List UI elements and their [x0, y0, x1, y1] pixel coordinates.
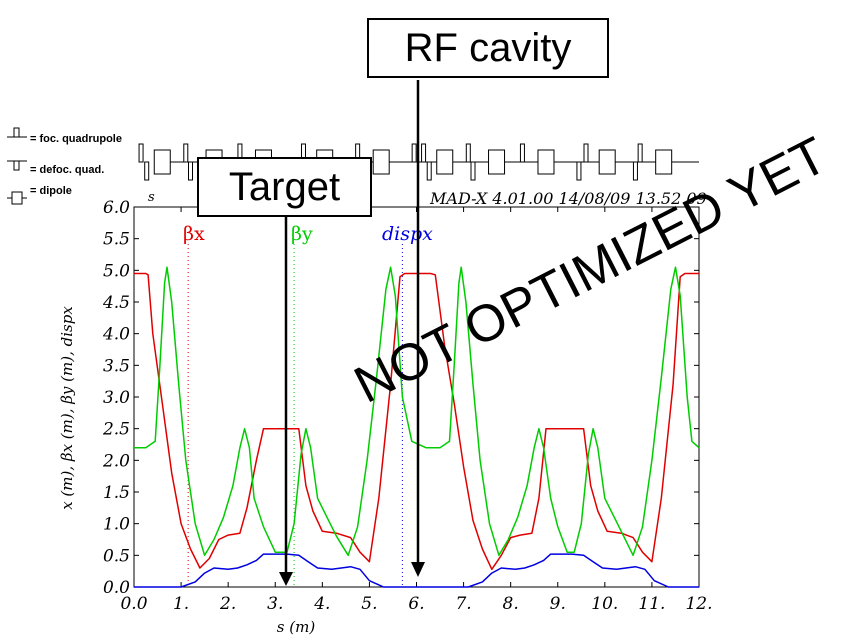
y-tick-label: 5.5: [103, 230, 130, 250]
x-tick-label: 8.: [503, 594, 519, 614]
x-tick-label: 6.: [408, 594, 424, 614]
defocusing-quad-element: [470, 161, 476, 181]
dipole-element: [598, 149, 616, 175]
s-header-label: s: [148, 190, 155, 205]
defocusing-quad-element: [144, 161, 150, 181]
focusing-quadrupole-legend-icon: [7, 127, 27, 138]
element-legend: = foc. quadrupole = defoc. quad. = dipol…: [7, 127, 122, 205]
focusing-quad-element: [465, 143, 471, 163]
x-tick-label: 11.: [638, 594, 665, 614]
focusing-quadrupole-legend-label: = foc. quadrupole: [30, 133, 122, 145]
y-tick-label: 5.0: [103, 261, 130, 281]
dispx-curve: [134, 553, 699, 588]
y-tick-label: 4.5: [102, 293, 130, 313]
x-tick-label: 3.: [267, 594, 283, 614]
beta-x-curve: [134, 272, 699, 571]
x-tick-label: 12.: [685, 594, 712, 614]
y-tick-label: 4.0: [102, 325, 130, 345]
focusing-quad-element: [519, 143, 525, 163]
y-tick-label: 3.5: [103, 356, 130, 376]
defocusing-quad-element: [576, 161, 582, 181]
dipole-element: [488, 149, 506, 175]
defocusing-quad-element: [426, 161, 432, 181]
dipole-element: [655, 149, 673, 175]
x-tick-label: 2.: [219, 594, 236, 614]
y-tick-label: 0.5: [103, 546, 130, 566]
dipole-legend-icon: [7, 191, 27, 205]
dipole-element: [436, 149, 454, 175]
x-axis-title: s (m): [277, 618, 316, 636]
rf-cavity-arrow: [411, 80, 425, 577]
y-axis-title: x (m), βx (m), βy (m), dispx: [58, 306, 76, 510]
focusing-quad-element: [411, 143, 417, 163]
target-arrow: [279, 212, 293, 586]
focusing-quad-element: [583, 143, 589, 163]
rf-cavity-annotation: RF cavity: [367, 18, 609, 78]
y-tick-label: 2.0: [102, 451, 130, 471]
focusing-quad-element: [421, 143, 427, 163]
x-tick-label: 10.: [591, 594, 618, 614]
dispx-legend-label: dispx: [382, 223, 433, 245]
y-tick-label: 0.0: [103, 578, 130, 598]
focusing-quad-element: [637, 143, 643, 163]
target-annotation: Target: [197, 157, 372, 217]
plot-curves: [134, 266, 700, 588]
plot-axes: 0.0 1. 2. 3. 4. 5. 6. 7. 8. 9. 10. 11. 12. 0.0 0.5 1.0 1…: [102, 198, 713, 614]
dipole-element: [537, 149, 555, 175]
focusing-quad-element: [138, 143, 144, 163]
program-info-text: MAD-X 4.01.00 14/08/09 13.52.09: [429, 189, 707, 208]
y-tick-label: 1.5: [103, 483, 130, 503]
x-tick-label: 1.: [173, 594, 189, 614]
beta-y-legend-label: βy: [291, 223, 313, 245]
beta-x-legend-label: βx: [183, 223, 205, 245]
x-tick-label: 0.0: [120, 594, 147, 614]
dipole-element: [153, 149, 171, 175]
y-tick-label: 3.0: [103, 388, 130, 408]
defocusing-quadrupole-legend-label: = defoc. quad.: [30, 164, 104, 176]
x-tick-label: 4.: [313, 594, 330, 614]
y-tick-label: 6.0: [103, 198, 130, 218]
focusing-quad-element: [183, 143, 189, 163]
defocusing-quad-element: [632, 161, 638, 181]
y-tick-label: 1.0: [103, 515, 130, 535]
x-tick-label: 7.: [455, 594, 471, 614]
y-tick-label: 2.5: [102, 420, 130, 440]
dipole-legend-label: = dipole: [30, 185, 72, 197]
x-tick-label: 9.: [550, 594, 566, 614]
beta-y-curve: [134, 266, 700, 557]
defocusing-quadrupole-legend-icon: [7, 160, 27, 171]
x-tick-label: 5.: [361, 594, 377, 614]
defocusing-quad-element: [188, 161, 193, 181]
dipole-element: [372, 149, 390, 175]
